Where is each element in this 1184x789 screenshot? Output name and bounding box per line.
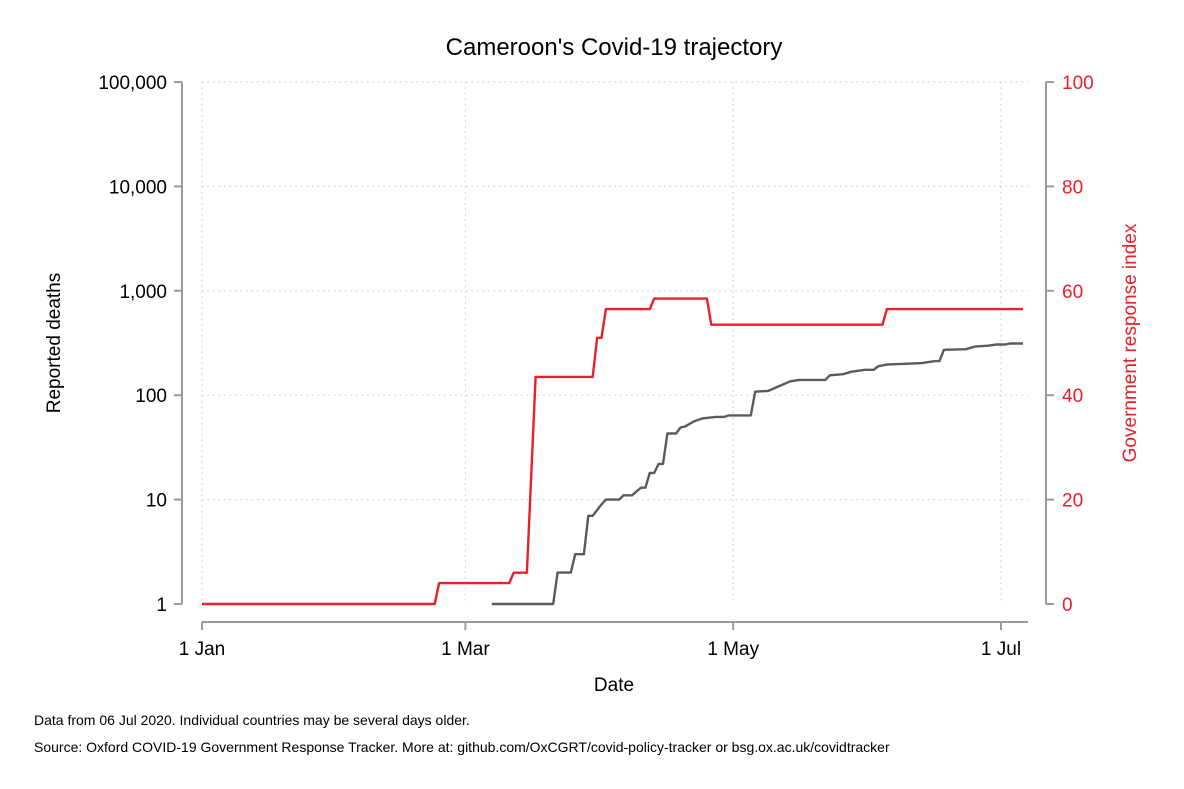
y-tick-label: 100	[135, 386, 167, 407]
y2-tick-label: 40	[1062, 386, 1083, 407]
y-tick-label: 100,000	[98, 73, 167, 94]
y-tick-label: 10	[146, 491, 167, 512]
y2-tick-label: 60	[1062, 282, 1083, 303]
y2-tick-label: 20	[1062, 491, 1083, 512]
y2-tick-label: 0	[1062, 595, 1073, 616]
source-note: Source: Oxford COVID-19 Government Respo…	[34, 739, 890, 755]
x-axis-label: Date	[594, 675, 634, 696]
chart-title: Cameroon's Covid-19 trajectory	[446, 34, 783, 61]
x-tick-label: 1 Jul	[981, 639, 1021, 660]
y2-tick-label: 100	[1062, 73, 1094, 94]
grid	[201, 81, 1028, 604]
response-index-line	[202, 297, 1023, 606]
data-date-note: Data from 06 Jul 2020. Individual countr…	[34, 712, 470, 728]
axes	[181, 82, 1047, 623]
y-tick-label: 1,000	[119, 282, 167, 303]
y-tick-label: 10,000	[109, 177, 167, 198]
y2-axis-label: Government response index	[1120, 223, 1141, 462]
right-axis-ticks: 0 20 40 60 80 100	[1046, 73, 1094, 616]
x-tick-label: 1 Jan	[179, 639, 225, 660]
y2-tick-label: 80	[1062, 177, 1083, 198]
x-tick-label: 1 Mar	[441, 639, 490, 660]
y-axis-label: Reported deaths	[44, 273, 65, 414]
reported-deaths-line	[491, 342, 1023, 606]
x-tick-label: 1 May	[707, 639, 759, 660]
y-tick-label: 1	[156, 595, 167, 616]
series-lines	[202, 297, 1023, 606]
x-axis-ticks: 1 Jan 1 Mar 1 May 1 Jul	[179, 622, 1021, 660]
left-axis-ticks: 1 10 100 1,000 10,000 100,000	[98, 73, 182, 616]
